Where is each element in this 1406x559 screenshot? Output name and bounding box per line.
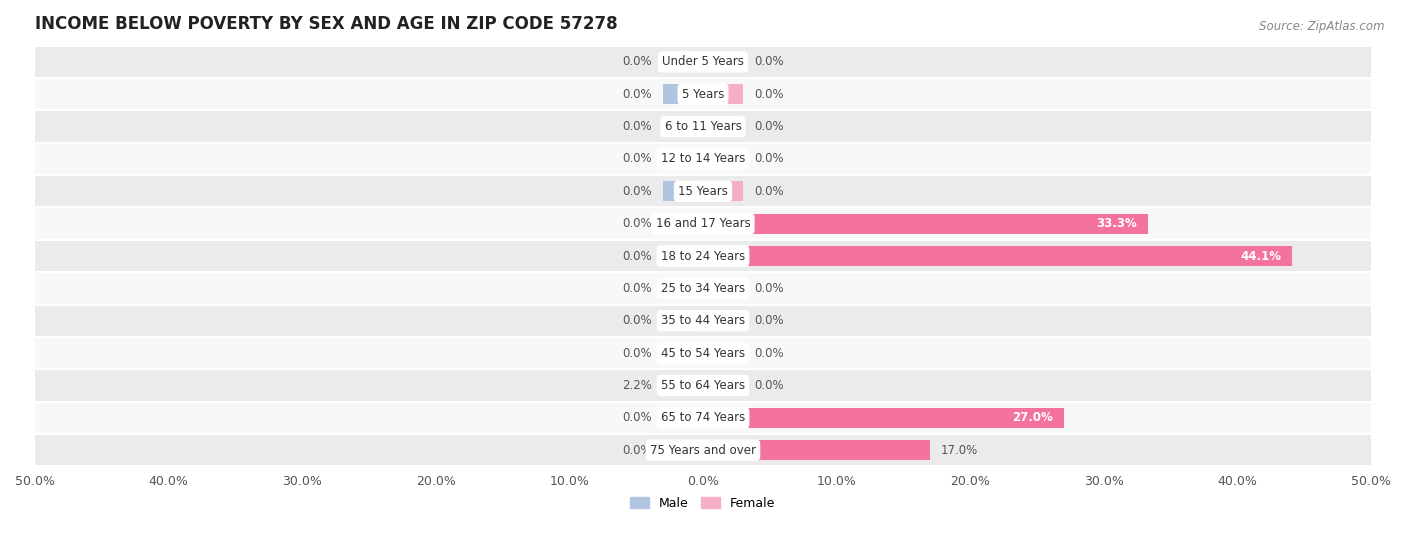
Bar	[703, 440, 931, 460]
Bar	[703, 376, 744, 395]
Bar	[35, 369, 1371, 401]
Bar	[703, 84, 744, 104]
Bar	[35, 272, 1371, 305]
Bar	[703, 408, 1064, 428]
Legend: Male, Female: Male, Female	[626, 492, 780, 515]
Bar	[35, 175, 1371, 207]
Text: 0.0%: 0.0%	[623, 153, 652, 165]
Text: 0.0%: 0.0%	[754, 55, 783, 68]
Text: 35 to 44 Years: 35 to 44 Years	[661, 314, 745, 327]
Text: 0.0%: 0.0%	[754, 88, 783, 101]
Bar	[662, 440, 703, 460]
Bar	[35, 143, 1371, 175]
Text: 45 to 54 Years: 45 to 54 Years	[661, 347, 745, 359]
Bar	[662, 116, 703, 136]
Text: 0.0%: 0.0%	[623, 249, 652, 263]
Text: Source: ZipAtlas.com: Source: ZipAtlas.com	[1260, 20, 1385, 32]
Bar	[662, 246, 703, 266]
Text: 6 to 11 Years: 6 to 11 Years	[665, 120, 741, 133]
Bar	[662, 214, 703, 234]
Text: 0.0%: 0.0%	[623, 411, 652, 424]
Text: 0.0%: 0.0%	[623, 347, 652, 359]
Text: INCOME BELOW POVERTY BY SEX AND AGE IN ZIP CODE 57278: INCOME BELOW POVERTY BY SEX AND AGE IN Z…	[35, 15, 617, 33]
Text: Under 5 Years: Under 5 Years	[662, 55, 744, 68]
Text: 27.0%: 27.0%	[1012, 411, 1053, 424]
Bar	[35, 240, 1371, 272]
Text: 44.1%: 44.1%	[1240, 249, 1281, 263]
Bar	[662, 343, 703, 363]
Bar	[703, 116, 744, 136]
Bar	[662, 52, 703, 72]
Text: 55 to 64 Years: 55 to 64 Years	[661, 379, 745, 392]
Text: 0.0%: 0.0%	[754, 314, 783, 327]
Text: 0.0%: 0.0%	[623, 55, 652, 68]
Bar	[35, 337, 1371, 369]
Bar	[35, 110, 1371, 143]
Bar	[703, 181, 744, 201]
Text: 0.0%: 0.0%	[623, 88, 652, 101]
Bar	[662, 376, 703, 395]
Bar	[703, 149, 744, 169]
Text: 18 to 24 Years: 18 to 24 Years	[661, 249, 745, 263]
Text: 33.3%: 33.3%	[1097, 217, 1137, 230]
Bar	[662, 311, 703, 331]
Bar	[662, 149, 703, 169]
Text: 0.0%: 0.0%	[623, 282, 652, 295]
Bar	[703, 246, 1292, 266]
Text: 2.2%: 2.2%	[623, 379, 652, 392]
Text: 12 to 14 Years: 12 to 14 Years	[661, 153, 745, 165]
Bar	[662, 181, 703, 201]
Bar	[662, 408, 703, 428]
Bar	[35, 46, 1371, 78]
Bar	[35, 305, 1371, 337]
Text: 65 to 74 Years: 65 to 74 Years	[661, 411, 745, 424]
Text: 0.0%: 0.0%	[754, 185, 783, 198]
Text: 0.0%: 0.0%	[623, 314, 652, 327]
Bar	[662, 84, 703, 104]
Text: 0.0%: 0.0%	[754, 153, 783, 165]
Bar	[703, 52, 744, 72]
Bar	[35, 78, 1371, 110]
Text: 0.0%: 0.0%	[623, 185, 652, 198]
Bar	[35, 207, 1371, 240]
Bar	[35, 401, 1371, 434]
Bar	[703, 343, 744, 363]
Bar	[35, 434, 1371, 466]
Text: 0.0%: 0.0%	[754, 379, 783, 392]
Text: 0.0%: 0.0%	[623, 120, 652, 133]
Text: 0.0%: 0.0%	[623, 217, 652, 230]
Text: 5 Years: 5 Years	[682, 88, 724, 101]
Text: 0.0%: 0.0%	[754, 347, 783, 359]
Text: 16 and 17 Years: 16 and 17 Years	[655, 217, 751, 230]
Text: 75 Years and over: 75 Years and over	[650, 444, 756, 457]
Text: 0.0%: 0.0%	[754, 282, 783, 295]
Text: 17.0%: 17.0%	[941, 444, 979, 457]
Text: 0.0%: 0.0%	[754, 120, 783, 133]
Bar	[703, 311, 744, 331]
Text: 15 Years: 15 Years	[678, 185, 728, 198]
Text: 25 to 34 Years: 25 to 34 Years	[661, 282, 745, 295]
Text: 0.0%: 0.0%	[623, 444, 652, 457]
Bar	[662, 278, 703, 299]
Bar	[703, 278, 744, 299]
Bar	[703, 214, 1147, 234]
